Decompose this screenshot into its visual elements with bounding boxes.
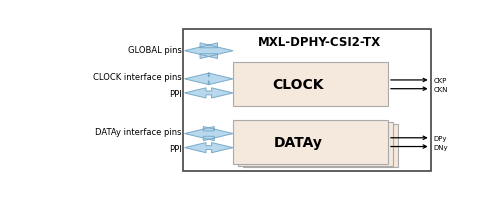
Text: DATAy interface pins: DATAy interface pins (96, 127, 182, 136)
Text: DNy: DNy (434, 144, 448, 150)
Text: DPy: DPy (434, 135, 447, 141)
FancyBboxPatch shape (243, 124, 398, 168)
Text: CKP: CKP (434, 78, 447, 84)
Text: CKN: CKN (434, 86, 448, 92)
Text: PPI: PPI (169, 144, 182, 153)
Text: CLOCK interface pins: CLOCK interface pins (93, 73, 182, 82)
FancyBboxPatch shape (238, 122, 393, 166)
FancyBboxPatch shape (184, 30, 430, 171)
Polygon shape (184, 143, 233, 153)
Polygon shape (184, 74, 233, 85)
FancyBboxPatch shape (233, 63, 388, 107)
Text: GLOBAL pins: GLOBAL pins (128, 45, 182, 54)
Text: PPI: PPI (169, 90, 182, 99)
Text: DATAy: DATAy (274, 136, 322, 149)
Polygon shape (184, 88, 233, 99)
Polygon shape (184, 127, 233, 141)
Polygon shape (184, 44, 233, 59)
Text: MXL-DPHY-CSI2-TX: MXL-DPHY-CSI2-TX (258, 36, 381, 49)
FancyBboxPatch shape (233, 121, 388, 164)
Text: CLOCK: CLOCK (272, 78, 324, 92)
